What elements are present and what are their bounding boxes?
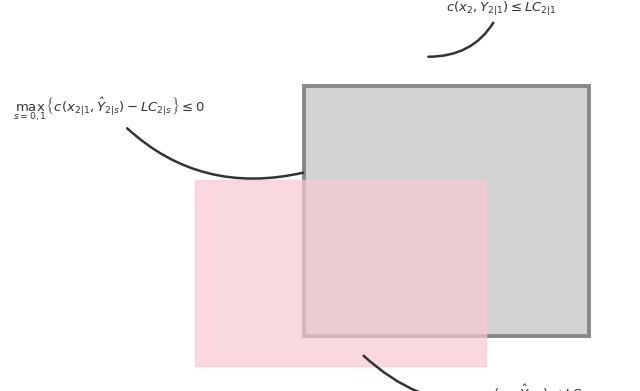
Text: $\underset{s=0,1}{\max}\left\{c(x_{2|1}, \hat{Y}_{2|s}) - LC_{2|s}\right\} \leq : $\underset{s=0,1}{\max}\left\{c(x_{2|1},… bbox=[13, 95, 303, 179]
Bar bbox=[304, 86, 589, 336]
Text: $c(x_2, \hat{Y}_{2|0}) \leq LC_{2|0}$: $c(x_2, \hat{Y}_{2|0}) \leq LC_{2|0}$ bbox=[364, 356, 598, 391]
Text: $c(x_2, \hat{Y}_{2|1}) \leq LC_{2|1}$: $c(x_2, \hat{Y}_{2|1}) \leq LC_{2|1}$ bbox=[428, 0, 557, 57]
Bar bbox=[195, 180, 486, 366]
